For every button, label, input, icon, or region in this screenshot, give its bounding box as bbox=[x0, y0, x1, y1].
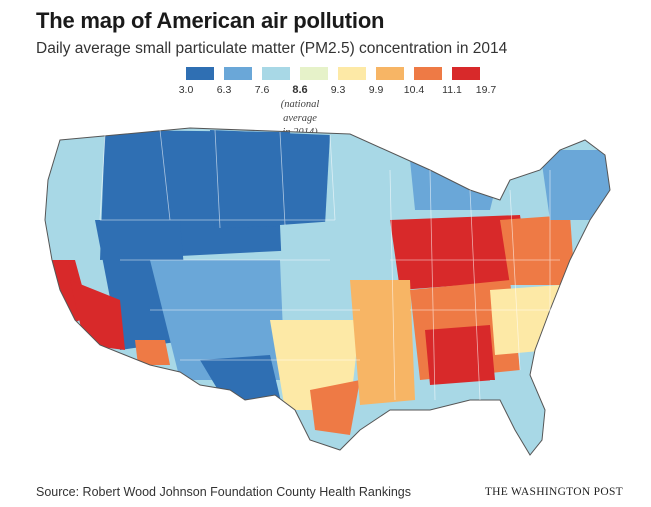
legend-swatch bbox=[452, 67, 480, 80]
us-choropleth-map bbox=[44, 127, 611, 456]
us-outline bbox=[44, 127, 611, 456]
legend-swatch bbox=[300, 67, 328, 80]
region-mississippi-valley bbox=[350, 280, 415, 405]
region-upper-midwest bbox=[330, 150, 435, 220]
legend-tick: 9.9 bbox=[368, 84, 384, 96]
note-line: average bbox=[283, 113, 317, 124]
legend-swatch bbox=[224, 67, 252, 80]
region-new-england bbox=[540, 150, 610, 220]
legend-tick: 10.4 bbox=[403, 84, 425, 96]
region-west-coast-north bbox=[45, 135, 105, 230]
region-southwest bbox=[150, 260, 285, 380]
region-florida bbox=[490, 380, 545, 455]
legend-tick: 11.1 bbox=[442, 84, 462, 96]
region-mid-atlantic bbox=[500, 215, 575, 285]
legend-swatch bbox=[186, 67, 214, 80]
region-georgia-alabama bbox=[425, 325, 495, 385]
region-arizona-south bbox=[135, 340, 170, 365]
legend-tick-national-average: 8.6 bbox=[292, 84, 308, 96]
region-northern-plains bbox=[210, 130, 330, 228]
legend-tick: 6.3 bbox=[216, 84, 232, 96]
state-borders bbox=[99, 129, 560, 401]
legend-tick: 9.3 bbox=[330, 84, 346, 96]
region-midwest-ohio-valley bbox=[390, 215, 530, 290]
region-texas-east bbox=[310, 380, 360, 435]
legend-swatch bbox=[338, 67, 366, 80]
publisher-brand: THE WASHINGTON POST bbox=[484, 486, 623, 498]
region-carolinas bbox=[490, 285, 560, 355]
note-line: (national bbox=[280, 99, 320, 110]
legend-swatch bbox=[414, 67, 442, 80]
legend-swatch bbox=[262, 67, 290, 80]
color-legend: 3.0 6.3 7.6 8.6 9.3 9.9 10.4 11.1 19.7 (… bbox=[179, 67, 496, 157]
legend-tick: 7.6 bbox=[254, 84, 270, 96]
legend-tick: 3.0 bbox=[178, 84, 194, 96]
map-subtitle: Daily average small particulate matter (… bbox=[36, 40, 508, 57]
legend-tick: 19.7 bbox=[475, 84, 497, 96]
source-credit: Source: Robert Wood Johnson Foundation C… bbox=[36, 485, 411, 499]
legend-swatch bbox=[376, 67, 404, 80]
map-title: The map of American air pollution bbox=[36, 8, 385, 33]
